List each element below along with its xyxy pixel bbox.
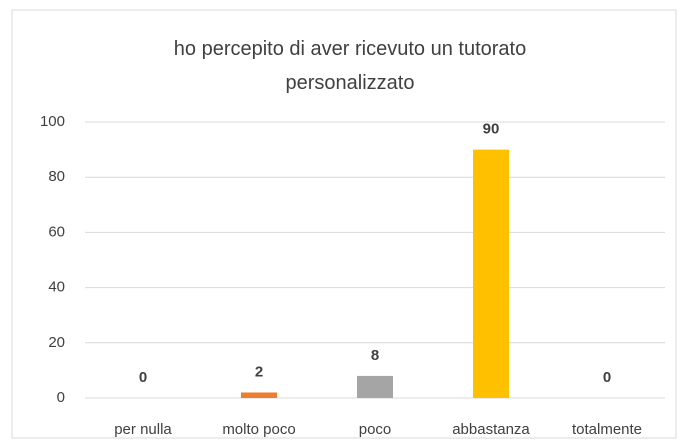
data-label: 2 [255, 363, 263, 380]
bar [357, 375, 393, 398]
data-label: 8 [371, 347, 379, 364]
y-tick-label: 0 [57, 389, 65, 406]
x-tick-label: per nulla [114, 421, 172, 438]
x-tick-label: totalmente [572, 421, 642, 438]
chart-title: ho percepito di aver ricevuto un tutorat… [173, 38, 527, 94]
data-label: 90 [483, 121, 500, 138]
y-tick-label: 40 [48, 279, 65, 296]
y-tick-label: 20 [48, 334, 65, 351]
x-tick-label: poco [359, 421, 392, 438]
x-tick-label: abbastanza [452, 421, 530, 438]
data-label: 0 [603, 369, 611, 386]
y-tick-label: 100 [40, 113, 65, 130]
y-tick-label: 80 [48, 168, 65, 185]
data-label: 0 [139, 369, 147, 386]
bar [473, 149, 509, 398]
y-tick-label: 60 [48, 223, 65, 240]
chart-border [11, 9, 677, 439]
x-tick-label: molto poco [222, 421, 295, 438]
bar [241, 392, 277, 398]
